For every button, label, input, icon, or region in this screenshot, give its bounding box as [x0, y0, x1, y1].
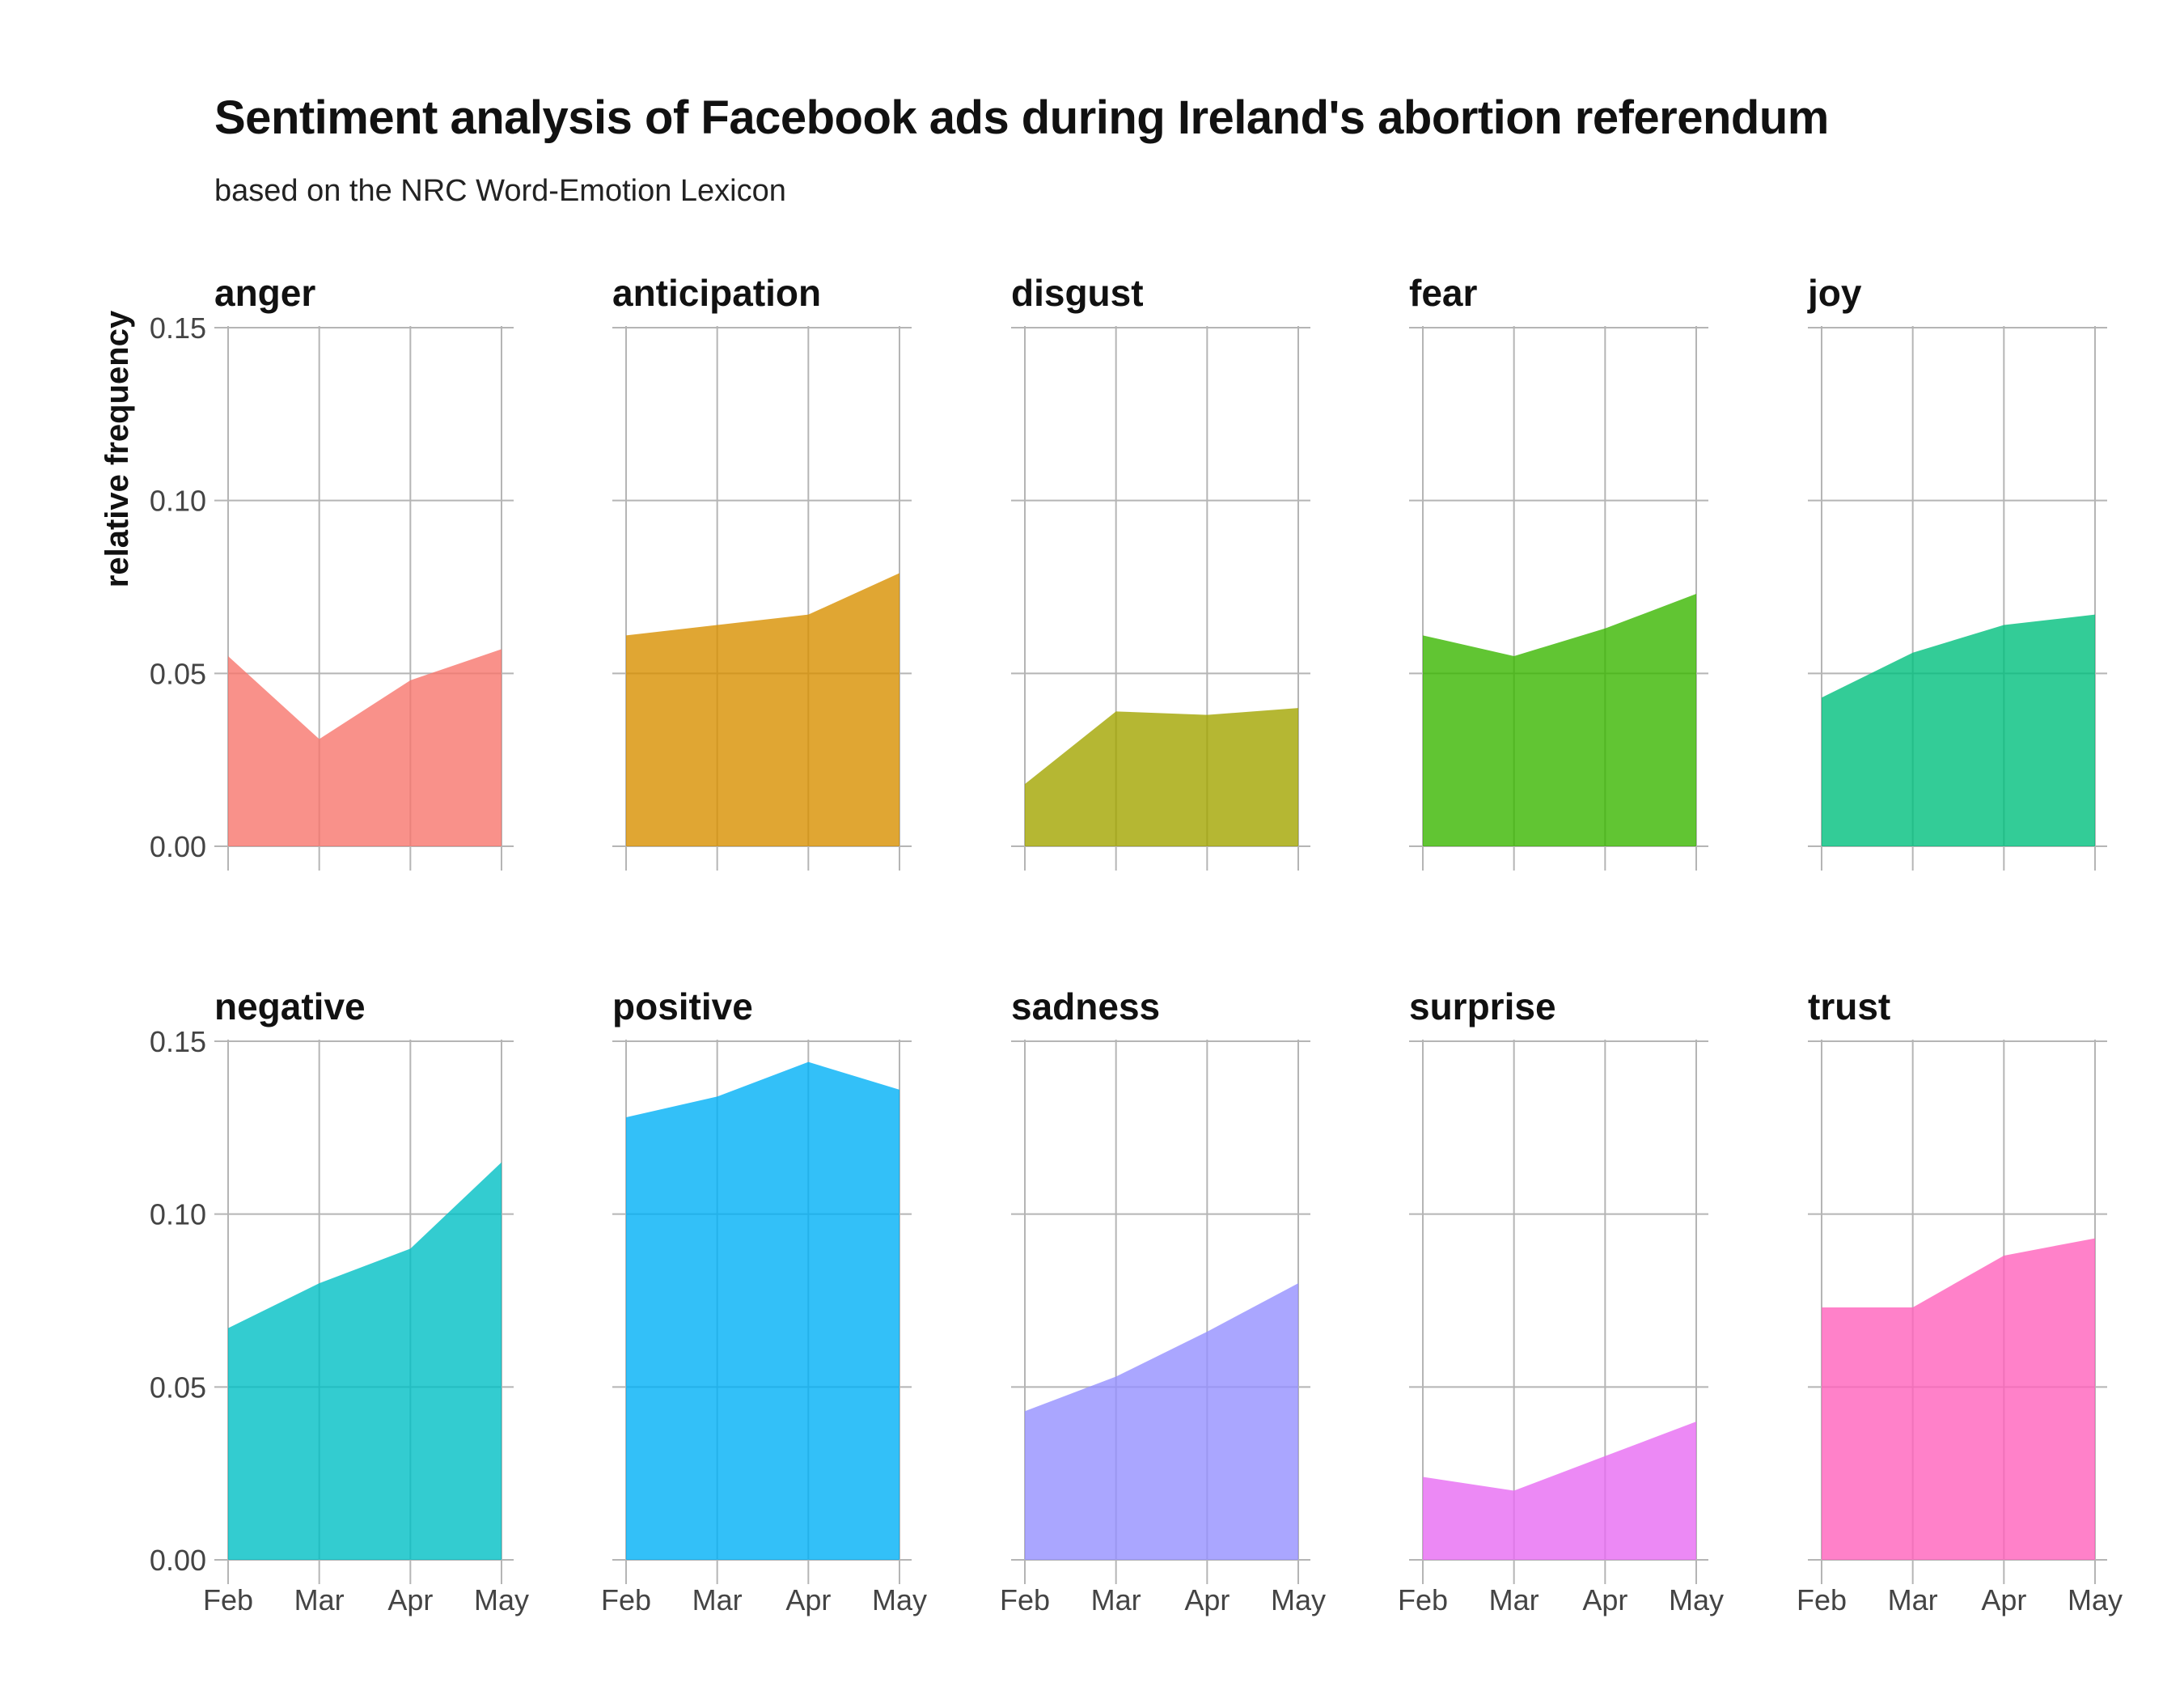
- facet-surprise: surprise Feb Mar Apr May: [1398, 985, 1724, 1616]
- facet-label-joy: joy: [1807, 272, 1862, 314]
- x-tick-label-sadness-Feb: Feb: [1000, 1583, 1050, 1616]
- facet-anger: anger 0.00 0.05 0.10 0.15: [150, 272, 514, 871]
- x-tick-label-positive-Feb: Feb: [601, 1583, 651, 1616]
- y-axis-title: relative frequency: [99, 310, 135, 587]
- x-tick-label-negative-May: May: [474, 1583, 529, 1616]
- x-tick-label-sadness-May: May: [1271, 1583, 1326, 1616]
- area-surprise: [1423, 1421, 1696, 1560]
- x-tick-label-trust-May: May: [2068, 1583, 2123, 1616]
- facet-label-sadness: sadness: [1011, 985, 1160, 1027]
- x-tick-label-positive-May: May: [872, 1583, 927, 1616]
- x-tick-label-positive-Mar: Mar: [692, 1583, 743, 1616]
- chart-title: Sentiment analysis of Facebook ads durin…: [214, 91, 1829, 144]
- facet-disgust: disgust: [1011, 272, 1310, 871]
- x-tick-label-sadness-Mar: Mar: [1091, 1583, 1141, 1616]
- x-tick-label-sadness-Apr: Apr: [1184, 1583, 1230, 1616]
- x-tick-label-surprise-Feb: Feb: [1398, 1583, 1448, 1616]
- facet-label-anticipation: anticipation: [612, 272, 821, 314]
- y-tick-label-row2-3: 0.15: [150, 1025, 206, 1058]
- facet-fear: fear: [1409, 272, 1708, 871]
- facet-label-fear: fear: [1409, 272, 1477, 314]
- y-tick-label-row1-0: 0.00: [150, 830, 206, 863]
- area-negative: [228, 1162, 502, 1560]
- facet-label-negative: negative: [214, 985, 366, 1027]
- facet-label-trust: trust: [1808, 985, 1890, 1027]
- facet-label-disgust: disgust: [1011, 272, 1144, 314]
- x-tick-label-surprise-May: May: [1669, 1583, 1724, 1616]
- area-anticipation: [626, 573, 899, 846]
- y-tick-label-row2-1: 0.05: [150, 1371, 206, 1404]
- area-trust: [1822, 1238, 2095, 1560]
- x-tick-label-surprise-Apr: Apr: [1582, 1583, 1627, 1616]
- y-tick-label-row1-2: 0.10: [150, 485, 206, 518]
- chart-subtitle: based on the NRC Word-Emotion Lexicon: [214, 174, 786, 208]
- x-tick-label-trust-Mar: Mar: [1888, 1583, 1938, 1616]
- area-disgust: [1025, 708, 1298, 846]
- area-joy: [1822, 614, 2095, 846]
- x-tick-label-negative-Apr: Apr: [387, 1583, 433, 1616]
- x-tick-label-positive-Apr: Apr: [785, 1583, 831, 1616]
- x-tick-label-negative-Mar: Mar: [294, 1583, 345, 1616]
- area-positive: [626, 1061, 899, 1560]
- facet-anticipation: anticipation: [612, 272, 912, 871]
- y-tick-label-row1-3: 0.15: [150, 311, 206, 345]
- facet-trust: trust Feb Mar Apr May: [1797, 985, 2123, 1616]
- facet-positive: positive Feb Mar Apr May: [601, 985, 927, 1616]
- y-tick-label-row1-1: 0.05: [150, 657, 206, 690]
- area-fear: [1423, 594, 1696, 846]
- area-anger: [228, 649, 502, 846]
- area-sadness: [1025, 1283, 1298, 1560]
- facet-sadness: sadness Feb Mar Apr May: [1000, 985, 1326, 1616]
- y-tick-label-row2-0: 0.00: [150, 1544, 206, 1577]
- x-tick-label-trust-Feb: Feb: [1797, 1583, 1847, 1616]
- y-tick-label-row2-2: 0.10: [150, 1198, 206, 1231]
- facet-negative: negative 0.00 0.05 0.10 0.15 Feb Mar Apr May: [150, 985, 529, 1616]
- x-tick-label-trust-Apr: Apr: [1981, 1583, 2026, 1616]
- facet-label-surprise: surprise: [1409, 985, 1556, 1027]
- facet-joy: joy: [1807, 272, 2107, 871]
- facet-label-positive: positive: [612, 985, 753, 1027]
- x-tick-label-negative-Feb: Feb: [203, 1583, 253, 1616]
- x-tick-label-surprise-Mar: Mar: [1489, 1583, 1539, 1616]
- facet-label-anger: anger: [214, 272, 315, 314]
